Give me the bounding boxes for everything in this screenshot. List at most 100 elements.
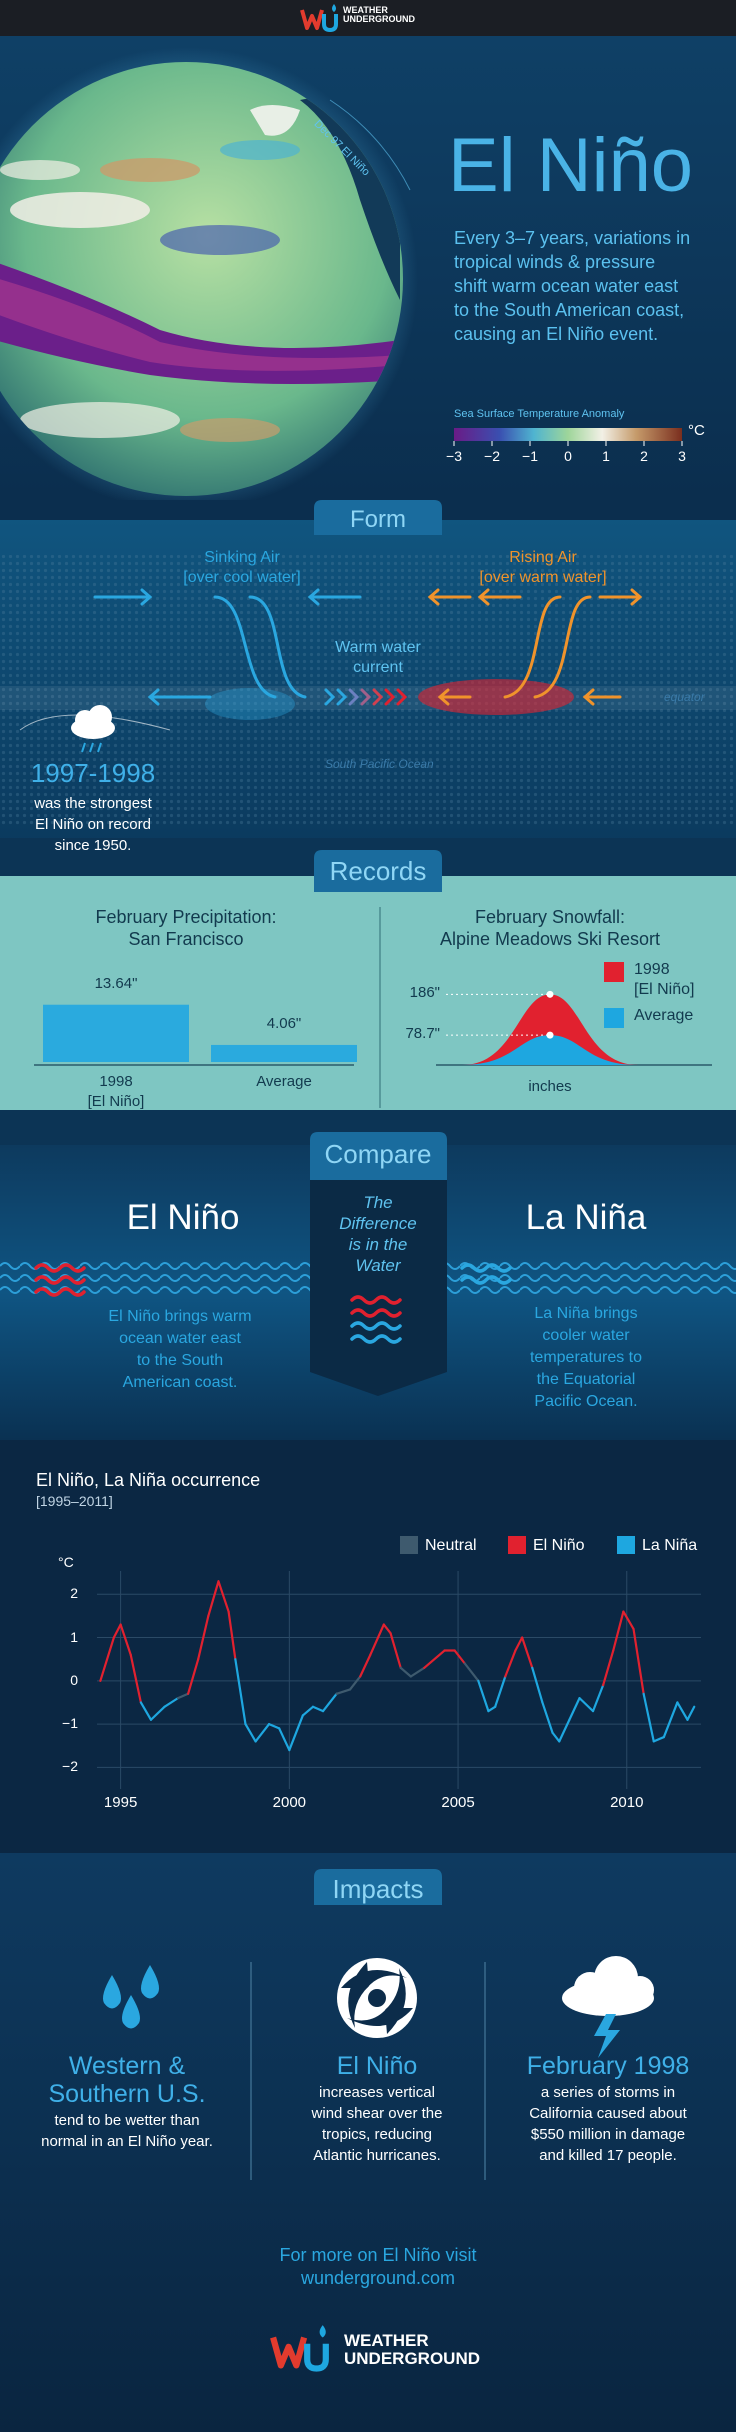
sinking-air: Sinking Air [over cool water] xyxy=(183,549,301,586)
scale-tick-label: 1 xyxy=(602,448,610,464)
legend-swatch xyxy=(508,1536,526,1554)
footer-logo-text: WEATHER UNDERGROUND xyxy=(344,2331,480,2368)
records-heading: Records xyxy=(329,856,427,886)
occurrence-line xyxy=(686,1705,696,1721)
occurrence-line xyxy=(504,1649,517,1678)
legend-swatch xyxy=(604,962,624,982)
occurrence-line xyxy=(217,1580,230,1613)
hurricane-icon xyxy=(337,1958,417,2038)
y-tick-label: 1 xyxy=(70,1628,78,1645)
impacts-bg xyxy=(0,1853,736,2432)
form-heading: Form xyxy=(350,506,406,533)
ocean-label: South Pacific Ocean xyxy=(325,757,434,771)
el-nino-title: El Niño xyxy=(126,1198,240,1237)
scale-tick-label: −3 xyxy=(446,448,462,464)
snow-xlabel: inches xyxy=(528,1078,572,1095)
impact-text: increases vertical wind shear over the t… xyxy=(311,2084,443,2164)
precip-title: February Precipitation: San Francisco xyxy=(95,907,277,949)
occurrence-line xyxy=(254,1722,271,1743)
snow-curve xyxy=(462,994,638,1065)
globe xyxy=(0,47,418,500)
occurrence-line xyxy=(531,1666,544,1704)
x-tick-label: 2005 xyxy=(441,1794,475,1811)
impact-title: Western & Southern U.S. xyxy=(48,2052,206,2108)
precip-category: 1998 [El Niño] xyxy=(87,1073,145,1110)
occurrence-line xyxy=(278,1727,291,1752)
occurrence-line xyxy=(163,1697,180,1708)
occurrence-line xyxy=(129,1653,142,1704)
legend-label: Average xyxy=(634,1007,694,1024)
occurrence-line xyxy=(477,1679,490,1713)
legend-label: 1998 [El Niño] xyxy=(634,961,695,998)
equator-label: equator xyxy=(664,690,705,704)
occurrence-line xyxy=(197,1614,210,1661)
scale-tick-label: 2 xyxy=(640,448,648,464)
wave-icons xyxy=(34,1263,512,1344)
precip-bar xyxy=(211,1044,357,1062)
y-tick-label: 2 xyxy=(70,1585,78,1602)
logo-icon xyxy=(300,4,338,33)
records-tab xyxy=(314,850,442,892)
scale-tick-label: −2 xyxy=(484,448,500,464)
storm-icon xyxy=(19,705,171,753)
la-nina-text: La Niña brings cooler water temperatures… xyxy=(529,1305,643,1410)
occurrence-line xyxy=(578,1697,595,1713)
occurrence-line xyxy=(612,1610,625,1652)
occurrence-line xyxy=(632,1627,645,1695)
scale-tick-label: −1 xyxy=(522,448,538,464)
precip-value-label: 13.64" xyxy=(94,974,138,992)
occurrence-line xyxy=(662,1701,679,1739)
air-arrows xyxy=(93,588,643,706)
occurrence-line xyxy=(463,1662,480,1682)
occurrence-line xyxy=(541,1701,554,1734)
occurrence-line xyxy=(568,1697,581,1721)
compare-heading: Compare xyxy=(324,1139,432,1169)
occurrence-line xyxy=(149,1705,166,1721)
occurrence-line xyxy=(389,1632,402,1669)
occurrence-line xyxy=(409,1666,426,1678)
header-logo-text: WEATHER UNDERGROUND xyxy=(343,5,415,25)
occurrence-line xyxy=(288,1714,304,1752)
occurrence-line xyxy=(521,1636,534,1669)
compare-center: The Difference is in the Water xyxy=(339,1193,417,1275)
storm-cloud-icon xyxy=(562,1956,654,2058)
footer-text[interactable]: For more on El Niño visit wunderground.c… xyxy=(279,2245,477,2288)
occurrence-line xyxy=(139,1701,153,1721)
el-nino-text: El Niño brings warm ocean water east to … xyxy=(108,1308,252,1391)
impact-title: February 1998 xyxy=(526,2052,690,2080)
occurrence-line xyxy=(369,1623,385,1656)
occurrence-line xyxy=(301,1705,315,1717)
occurrence-line xyxy=(399,1666,412,1678)
occurrence-line xyxy=(487,1705,497,1713)
legend-label: La Niña xyxy=(642,1537,698,1554)
warm-current: Warm water current xyxy=(335,639,421,676)
y-tick-label: −2 xyxy=(62,1758,78,1775)
x-tick-label: 1995 xyxy=(103,1794,138,1811)
occurrence-line xyxy=(382,1623,392,1635)
x-tick-label: 2010 xyxy=(610,1794,644,1811)
scale-tick-label: 0 xyxy=(564,448,572,464)
legend-swatch xyxy=(400,1536,418,1554)
precip-value-label: 4.06" xyxy=(266,1014,302,1032)
hero-text: Every 3–7 years, variations in tropical … xyxy=(454,228,691,344)
x-tick-label: 2000 xyxy=(272,1794,307,1811)
scale-unit: °C xyxy=(688,422,705,439)
record-years: 1997-1998 xyxy=(30,758,156,788)
la-nina-title: La Niña xyxy=(525,1198,647,1237)
world-map xyxy=(0,555,736,825)
occurrence-line xyxy=(652,1735,665,1743)
occurrence-line xyxy=(99,1636,115,1682)
occurrence-line xyxy=(551,1731,561,1743)
globe-arc xyxy=(329,99,411,191)
record-years-text: was the strongest El Niño on record sinc… xyxy=(34,795,152,854)
snow-title: February Snowfall: Alpine Meadows Ski Re… xyxy=(439,907,661,949)
y-axis-label: °C xyxy=(58,1554,74,1570)
impact-text: a series of storms in California caused … xyxy=(529,2084,687,2164)
form-tab xyxy=(314,500,442,535)
scale-title: Sea Surface Temperature Anomaly xyxy=(454,408,625,420)
cool-water xyxy=(205,688,295,720)
occurrence-line xyxy=(359,1653,372,1678)
snow-peak xyxy=(546,1031,554,1039)
occurrence-line xyxy=(453,1649,466,1665)
occurrence-line xyxy=(244,1722,257,1743)
